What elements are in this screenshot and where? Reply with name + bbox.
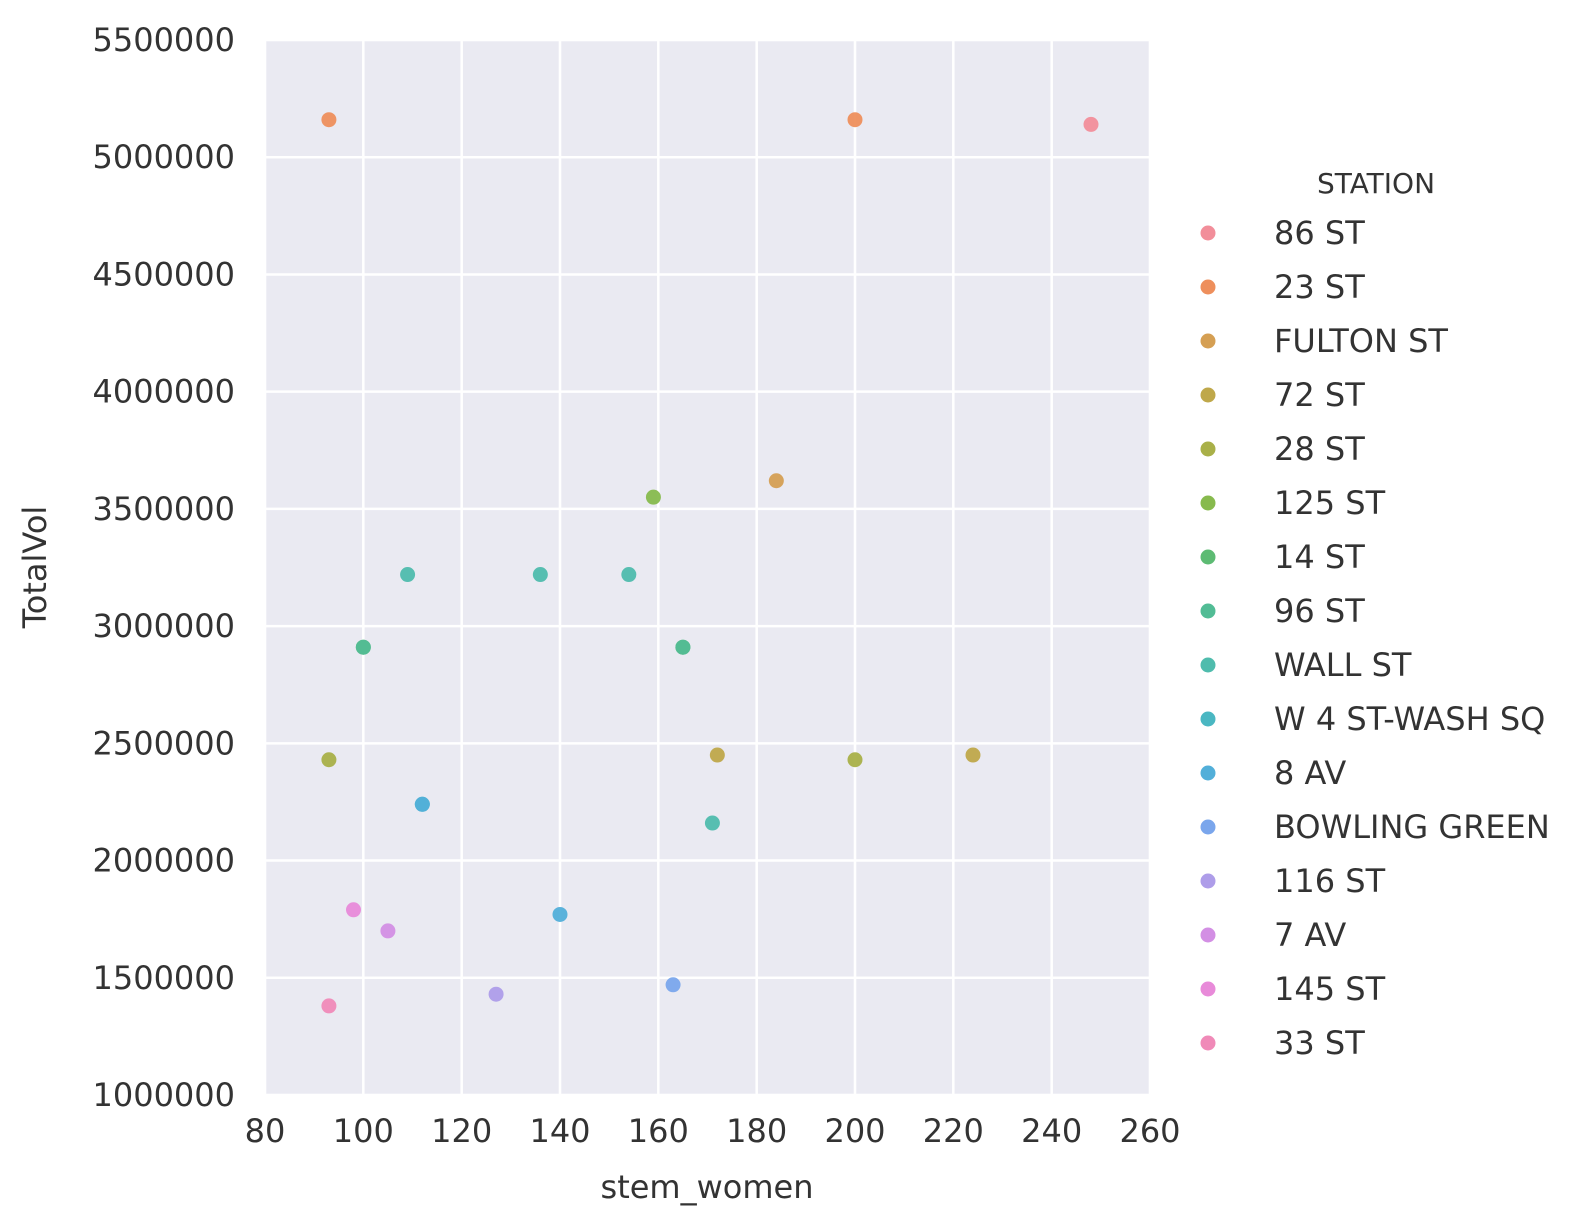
data-point xyxy=(675,639,691,655)
grid-lines xyxy=(263,38,1152,1097)
data-point xyxy=(488,986,504,1002)
data-point xyxy=(621,567,637,583)
legend-marker xyxy=(1200,387,1216,403)
y-tick-label: 2500000 xyxy=(92,724,235,762)
legend-label: 116 ST xyxy=(1274,862,1386,900)
data-point xyxy=(321,112,337,128)
legend-marker xyxy=(1200,873,1216,889)
data-point xyxy=(321,998,337,1014)
legend-label: 23 ST xyxy=(1274,268,1365,306)
y-tick-label: 4000000 xyxy=(92,373,235,411)
data-point xyxy=(768,473,784,489)
y-tick-label: 5500000 xyxy=(92,21,235,59)
y-tick-labels: 1000000 1500000 2000000 2500000 3000000 35000… xyxy=(92,21,235,1114)
y-tick-label: 2000000 xyxy=(92,842,235,880)
legend-marker xyxy=(1200,441,1216,457)
legend-marker xyxy=(1200,549,1216,565)
plot-background xyxy=(265,40,1150,1095)
legend-label: 33 ST xyxy=(1274,1024,1365,1062)
data-point xyxy=(552,906,568,922)
legend-label: 8 AV xyxy=(1274,754,1346,792)
x-tick-label: 80 xyxy=(245,1112,286,1150)
data-point xyxy=(321,752,337,768)
data-point xyxy=(704,815,720,831)
legend-label: 14 ST xyxy=(1274,538,1365,576)
legend-label: W 4 ST-WASH SQ xyxy=(1274,700,1545,738)
legend-label: 86 ST xyxy=(1274,214,1365,252)
legend-label: 72 ST xyxy=(1274,376,1365,414)
legend: STATION 86 ST 23 ST FULTON ST 72 ST 28 ST 125… xyxy=(1200,167,1550,1062)
x-tick-label: 220 xyxy=(923,1112,984,1150)
data-point xyxy=(355,639,371,655)
data-point xyxy=(965,747,981,763)
data-point xyxy=(645,489,661,505)
x-axis-label: stem_women xyxy=(601,1168,814,1206)
legend-label: 96 ST xyxy=(1274,592,1365,630)
data-point xyxy=(847,752,863,768)
legend-label: 28 ST xyxy=(1274,430,1365,468)
data-point xyxy=(380,923,396,939)
legend-label: 145 ST xyxy=(1274,970,1386,1008)
data-point xyxy=(414,796,430,812)
legend-label: FULTON ST xyxy=(1274,322,1448,360)
x-tick-label: 260 xyxy=(1119,1112,1180,1150)
data-point xyxy=(1083,116,1099,132)
x-tick-labels: 80 100 120 140 160 180 200 220 240 260 xyxy=(245,1112,1181,1150)
data-point xyxy=(532,567,548,583)
data-point xyxy=(665,977,681,993)
legend-label: BOWLING GREEN xyxy=(1274,808,1550,846)
y-tick-label: 1500000 xyxy=(92,959,235,997)
data-point xyxy=(847,112,863,128)
legend-marker xyxy=(1200,711,1216,727)
legend-marker xyxy=(1200,495,1216,511)
legend-marker xyxy=(1200,927,1216,943)
data-point xyxy=(400,567,416,583)
legend-title: STATION xyxy=(1317,167,1435,200)
legend-marker xyxy=(1200,333,1216,349)
legend-label: 125 ST xyxy=(1274,484,1386,522)
x-tick-label: 160 xyxy=(628,1112,689,1150)
x-tick-label: 200 xyxy=(824,1112,885,1150)
x-tick-label: 100 xyxy=(333,1112,394,1150)
data-points xyxy=(321,112,1099,1014)
y-tick-label: 5000000 xyxy=(92,138,235,176)
x-tick-label: 120 xyxy=(431,1112,492,1150)
data-point xyxy=(709,747,725,763)
x-tick-label: 140 xyxy=(529,1112,590,1150)
y-tick-label: 1000000 xyxy=(92,1076,235,1114)
legend-label: WALL ST xyxy=(1274,646,1412,684)
y-tick-label: 3000000 xyxy=(92,607,235,645)
y-axis-label: TotalVol xyxy=(16,506,54,630)
legend-marker xyxy=(1200,603,1216,619)
legend-marker xyxy=(1200,1035,1216,1051)
y-tick-label: 4500000 xyxy=(92,255,235,293)
data-point xyxy=(346,902,361,918)
legend-marker xyxy=(1200,657,1216,673)
legend-marker xyxy=(1200,819,1216,835)
legend-marker xyxy=(1200,279,1216,295)
legend-label: 7 AV xyxy=(1274,916,1346,954)
legend-marker xyxy=(1200,765,1216,781)
legend-marker xyxy=(1200,225,1216,241)
legend-marker xyxy=(1200,981,1216,997)
x-tick-label: 180 xyxy=(726,1112,787,1150)
x-tick-label: 240 xyxy=(1021,1112,1082,1150)
y-tick-label: 3500000 xyxy=(92,490,235,528)
